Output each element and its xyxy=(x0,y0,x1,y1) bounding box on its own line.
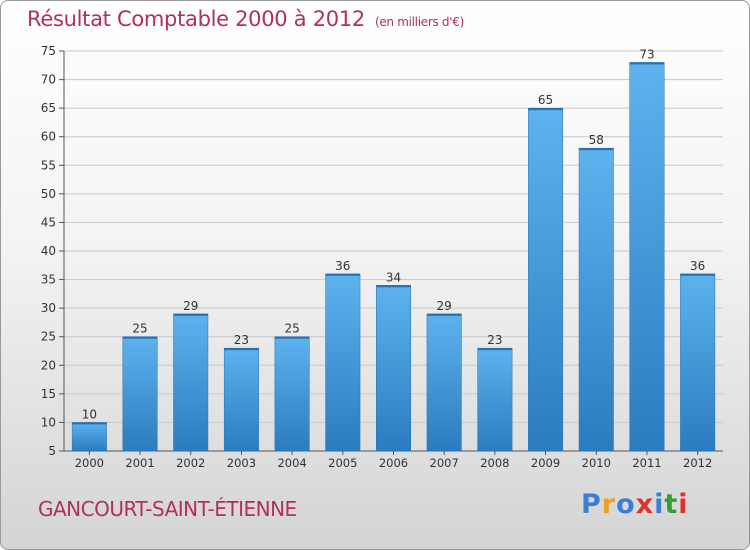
y-tick-label: 55 xyxy=(41,158,56,172)
proxiti-logo: Proxiti xyxy=(581,489,689,520)
bar xyxy=(71,422,107,452)
y-tick-label: 70 xyxy=(41,73,56,87)
y-tick-label: 35 xyxy=(41,273,56,287)
logo-letter: o xyxy=(616,489,636,520)
bar xyxy=(376,285,411,452)
data-label: 23 xyxy=(234,333,249,347)
y-tick-label: 30 xyxy=(41,301,56,315)
x-tick-label: 2008 xyxy=(480,456,509,470)
bar xyxy=(578,147,614,452)
logo-letter: i xyxy=(654,489,665,520)
bar-top-edge xyxy=(579,148,614,151)
x-tick-label: 2003 xyxy=(227,456,256,470)
y-tick-label: 25 xyxy=(41,330,56,344)
y-tick-label: 40 xyxy=(41,244,56,258)
bar-top-edge xyxy=(426,313,462,316)
data-label: 29 xyxy=(183,299,198,313)
y-tick-label: 20 xyxy=(41,358,56,372)
x-tick-label: 2012 xyxy=(683,456,712,470)
commune-name: GANCOURT-SAINT-ÉTIENNE xyxy=(38,497,297,521)
data-label: 25 xyxy=(284,322,299,336)
bar xyxy=(477,347,513,452)
bar xyxy=(680,273,716,452)
bars xyxy=(71,62,716,452)
data-label: 36 xyxy=(335,259,350,273)
data-label: 73 xyxy=(639,47,654,61)
bar-top-edge xyxy=(72,422,107,425)
y-tick-label: 50 xyxy=(41,187,56,201)
bar-top-edge xyxy=(376,285,411,288)
bar xyxy=(122,336,158,452)
y-tick-label: 75 xyxy=(41,44,56,58)
data-label: 23 xyxy=(487,333,502,347)
x-tick-label: 2005 xyxy=(328,456,357,470)
y-tick-label: 45 xyxy=(41,215,56,229)
bar xyxy=(426,313,462,452)
data-label: 34 xyxy=(386,270,401,284)
bar xyxy=(528,107,564,452)
y-tick-label: 10 xyxy=(41,415,56,429)
data-labels: 10 25 29 23 25 36 34 29 23 65 58 73 36 xyxy=(82,47,706,421)
data-label: 25 xyxy=(132,322,147,336)
data-label: 58 xyxy=(589,133,604,147)
logo-letter: r xyxy=(601,489,617,520)
bar-top-edge xyxy=(224,348,259,351)
bar-top-edge xyxy=(122,336,158,339)
x-tick-label: 2007 xyxy=(430,456,459,470)
logo-letter: x xyxy=(635,489,655,520)
x-tick-label: 2011 xyxy=(632,456,661,470)
y-tick-label: 5 xyxy=(48,444,56,458)
bar xyxy=(223,347,259,452)
bar xyxy=(325,273,361,452)
bar-top-edge xyxy=(274,336,310,339)
bar xyxy=(629,62,665,452)
x-tick-label: 2009 xyxy=(531,456,560,470)
x-tick-label: 2004 xyxy=(277,456,306,470)
bar-top-edge xyxy=(477,348,513,351)
x-tick-label: 2000 xyxy=(75,456,104,470)
bar xyxy=(274,336,310,452)
y-tick-label: 60 xyxy=(41,130,56,144)
x-tick-label: 2002 xyxy=(176,456,205,470)
bar xyxy=(173,313,209,452)
x-tick-label: 2006 xyxy=(379,456,408,470)
y-tick-label: 15 xyxy=(41,387,56,401)
data-label: 36 xyxy=(690,259,705,273)
bar-top-edge xyxy=(528,108,563,111)
data-label: 10 xyxy=(82,407,97,421)
chart-subtitle: (en milliers d'€) xyxy=(374,15,464,29)
bar-top-edge xyxy=(680,273,715,276)
y-tick-label: 65 xyxy=(41,101,56,115)
chart-title-text: Résultat Comptable 2000 à 2012 xyxy=(27,7,365,31)
data-label: 29 xyxy=(437,299,452,313)
x-tick-label: 2010 xyxy=(582,456,611,470)
bar-top-edge xyxy=(325,273,361,276)
data-label: 65 xyxy=(538,93,553,107)
bar-top-edge xyxy=(629,62,665,65)
x-tick-label: 2001 xyxy=(125,456,154,470)
logo-letter: t xyxy=(664,489,679,520)
logo-letter: i xyxy=(678,489,689,520)
chart-title: Résultat Comptable 2000 à 2012 (en millie… xyxy=(27,7,464,31)
bar-top-edge xyxy=(173,313,208,316)
logo-letter: P xyxy=(581,489,602,520)
